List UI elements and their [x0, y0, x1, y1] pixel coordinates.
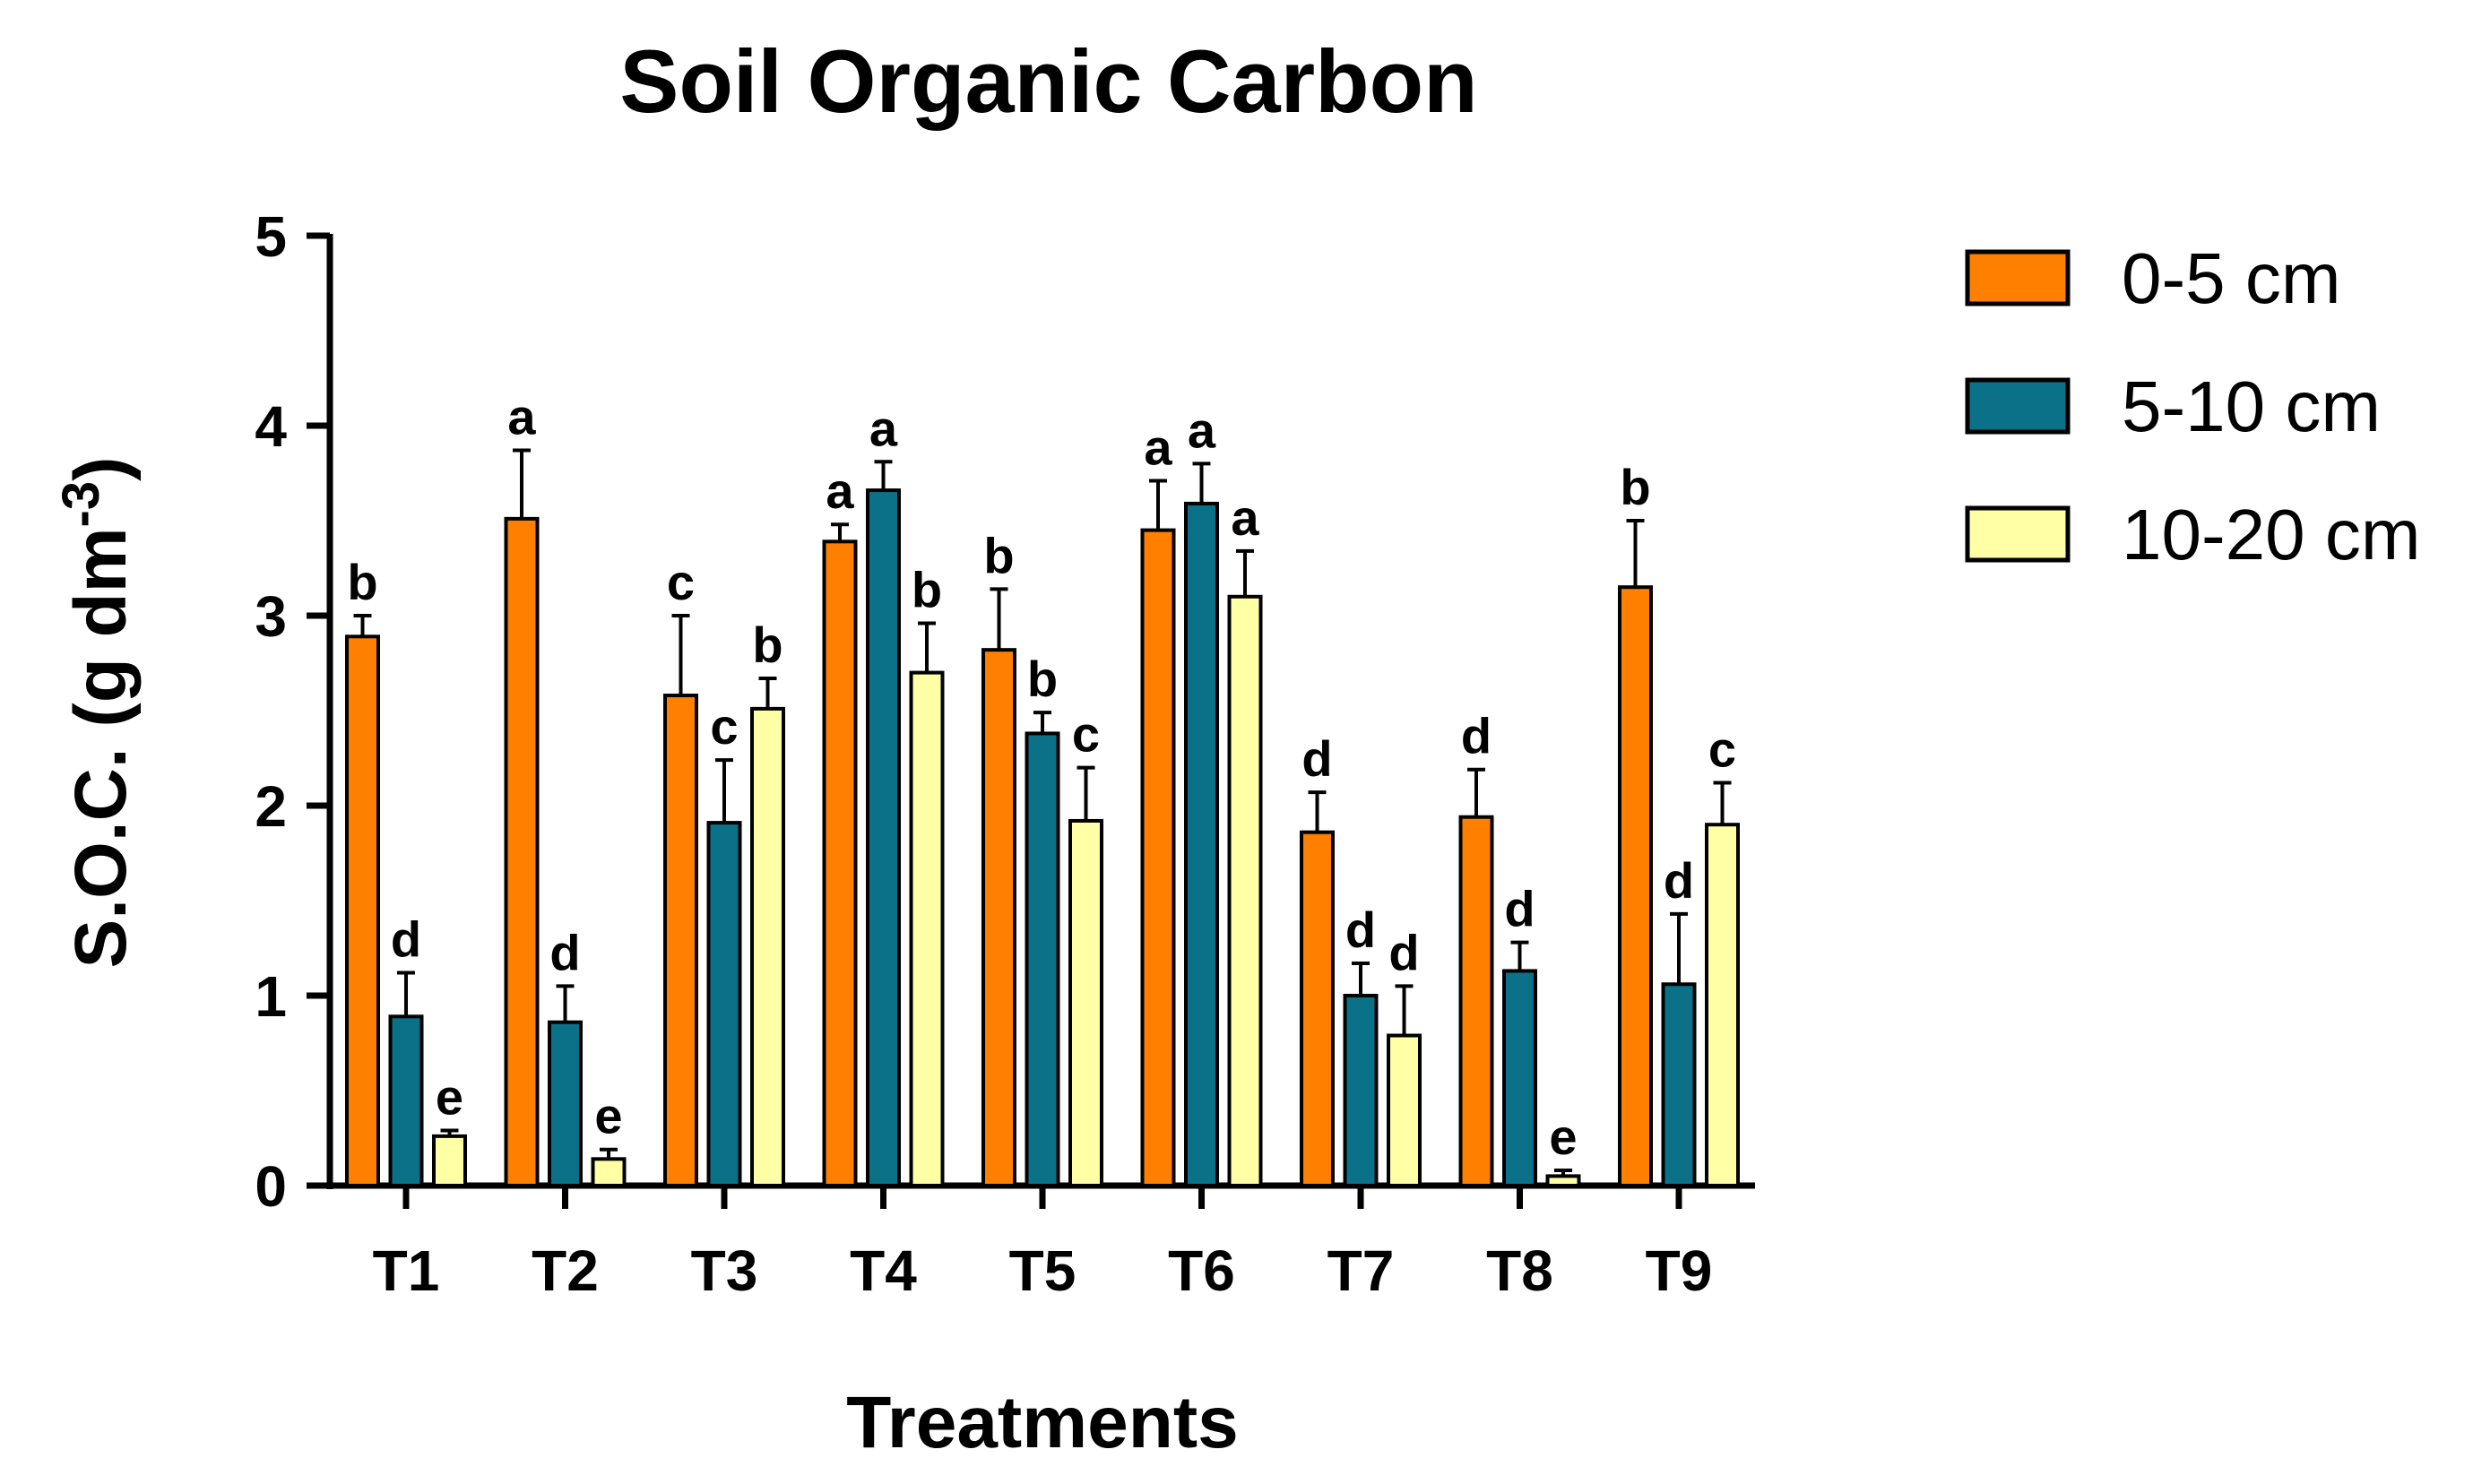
bar	[1502, 969, 1537, 1187]
significance-letter: a	[869, 400, 898, 456]
bar	[591, 1157, 627, 1187]
bar	[1184, 501, 1219, 1187]
significance-letter: d	[1388, 924, 1419, 980]
legend-label: 0-5 cm	[2122, 238, 2341, 318]
x-axis-title: Treatments	[846, 1382, 1239, 1463]
bar	[866, 488, 901, 1187]
significance-letter: d	[1461, 708, 1492, 764]
significance-letter: b	[912, 561, 942, 617]
bar	[1705, 823, 1740, 1187]
bar	[1140, 528, 1176, 1187]
significance-letter: d	[391, 911, 421, 968]
y-tick-label: 3	[255, 584, 287, 649]
y-tick-label: 0	[255, 1154, 287, 1219]
bar	[909, 670, 945, 1187]
bar	[1458, 815, 1494, 1187]
y-tick-label: 5	[255, 204, 287, 269]
bar	[345, 634, 380, 1187]
significance-letter: d	[1301, 730, 1332, 787]
significance-letter: d	[1504, 881, 1535, 937]
x-tick-label: T3	[691, 1238, 758, 1303]
bar	[1227, 594, 1263, 1187]
legend-label: 5-10 cm	[2122, 367, 2381, 446]
y-axis-title-superscript: -3	[52, 481, 110, 528]
bar	[822, 539, 858, 1187]
bar	[663, 694, 698, 1187]
x-tick-label: T7	[1327, 1238, 1395, 1303]
bar	[1343, 994, 1379, 1187]
y-tick-label: 4	[255, 394, 287, 459]
y-axis-title-main: S.O.C. (g dm	[60, 527, 142, 968]
significance-letter: b	[983, 527, 1014, 583]
legend: 0-5 cm 5-10 cm 10-20 cm	[1965, 238, 2420, 574]
x-tick-label: T5	[1009, 1238, 1077, 1303]
significance-letter: c	[1072, 706, 1100, 763]
significance-letter: c	[667, 554, 695, 610]
significance-letter: b	[752, 617, 783, 673]
bar	[1068, 818, 1103, 1188]
significance-letter: a	[1231, 489, 1259, 546]
bar	[1661, 982, 1697, 1188]
y-axis-title: S.O.C. (g dm-3)	[52, 457, 142, 969]
significance-letter: e	[594, 1088, 622, 1144]
significance-letter: b	[347, 554, 377, 610]
significance-letter: e	[1549, 1109, 1577, 1165]
significance-letter: d	[549, 924, 580, 980]
x-tick-label: T8	[1486, 1238, 1553, 1303]
y-tick-label: 2	[255, 774, 287, 839]
significance-letter: d	[1345, 902, 1376, 958]
legend-swatch	[1965, 377, 2071, 435]
bar	[432, 1134, 467, 1188]
x-tick-label: T4	[850, 1238, 917, 1303]
significance-letter: a	[1144, 418, 1172, 475]
bar	[1300, 830, 1335, 1187]
significance-letter: a	[507, 389, 536, 445]
y-tick-label: 1	[255, 964, 287, 1029]
significance-letter: e	[436, 1069, 463, 1126]
x-tick-label: T2	[532, 1238, 599, 1303]
significance-letter: d	[1664, 852, 1694, 909]
significance-letter: c	[1708, 721, 1736, 778]
significance-letter: b	[1027, 651, 1058, 707]
bar	[1545, 1174, 1581, 1188]
legend-label: 10-20 cm	[2122, 495, 2420, 574]
chart-title: Soil Organic Carbon	[619, 31, 1477, 131]
x-tick-label: T1	[373, 1238, 440, 1303]
significance-letter: c	[710, 698, 738, 755]
bar	[1618, 585, 1653, 1187]
bar	[388, 1014, 424, 1187]
bar	[1025, 731, 1060, 1187]
legend-swatch	[1965, 505, 2071, 563]
significance-letter: b	[1620, 459, 1650, 515]
x-tick-label: T9	[1646, 1238, 1713, 1303]
legend-swatch	[1965, 249, 2071, 306]
bar	[706, 821, 742, 1188]
x-tick-label: T6	[1168, 1238, 1235, 1303]
y-axis-title-suffix: )	[60, 457, 142, 481]
bar	[504, 516, 540, 1187]
significance-letter: a	[826, 462, 854, 519]
significance-letter: a	[1188, 401, 1216, 458]
bar	[548, 1020, 583, 1188]
bar	[750, 706, 785, 1187]
bar	[1387, 1033, 1422, 1188]
bar	[981, 648, 1016, 1187]
